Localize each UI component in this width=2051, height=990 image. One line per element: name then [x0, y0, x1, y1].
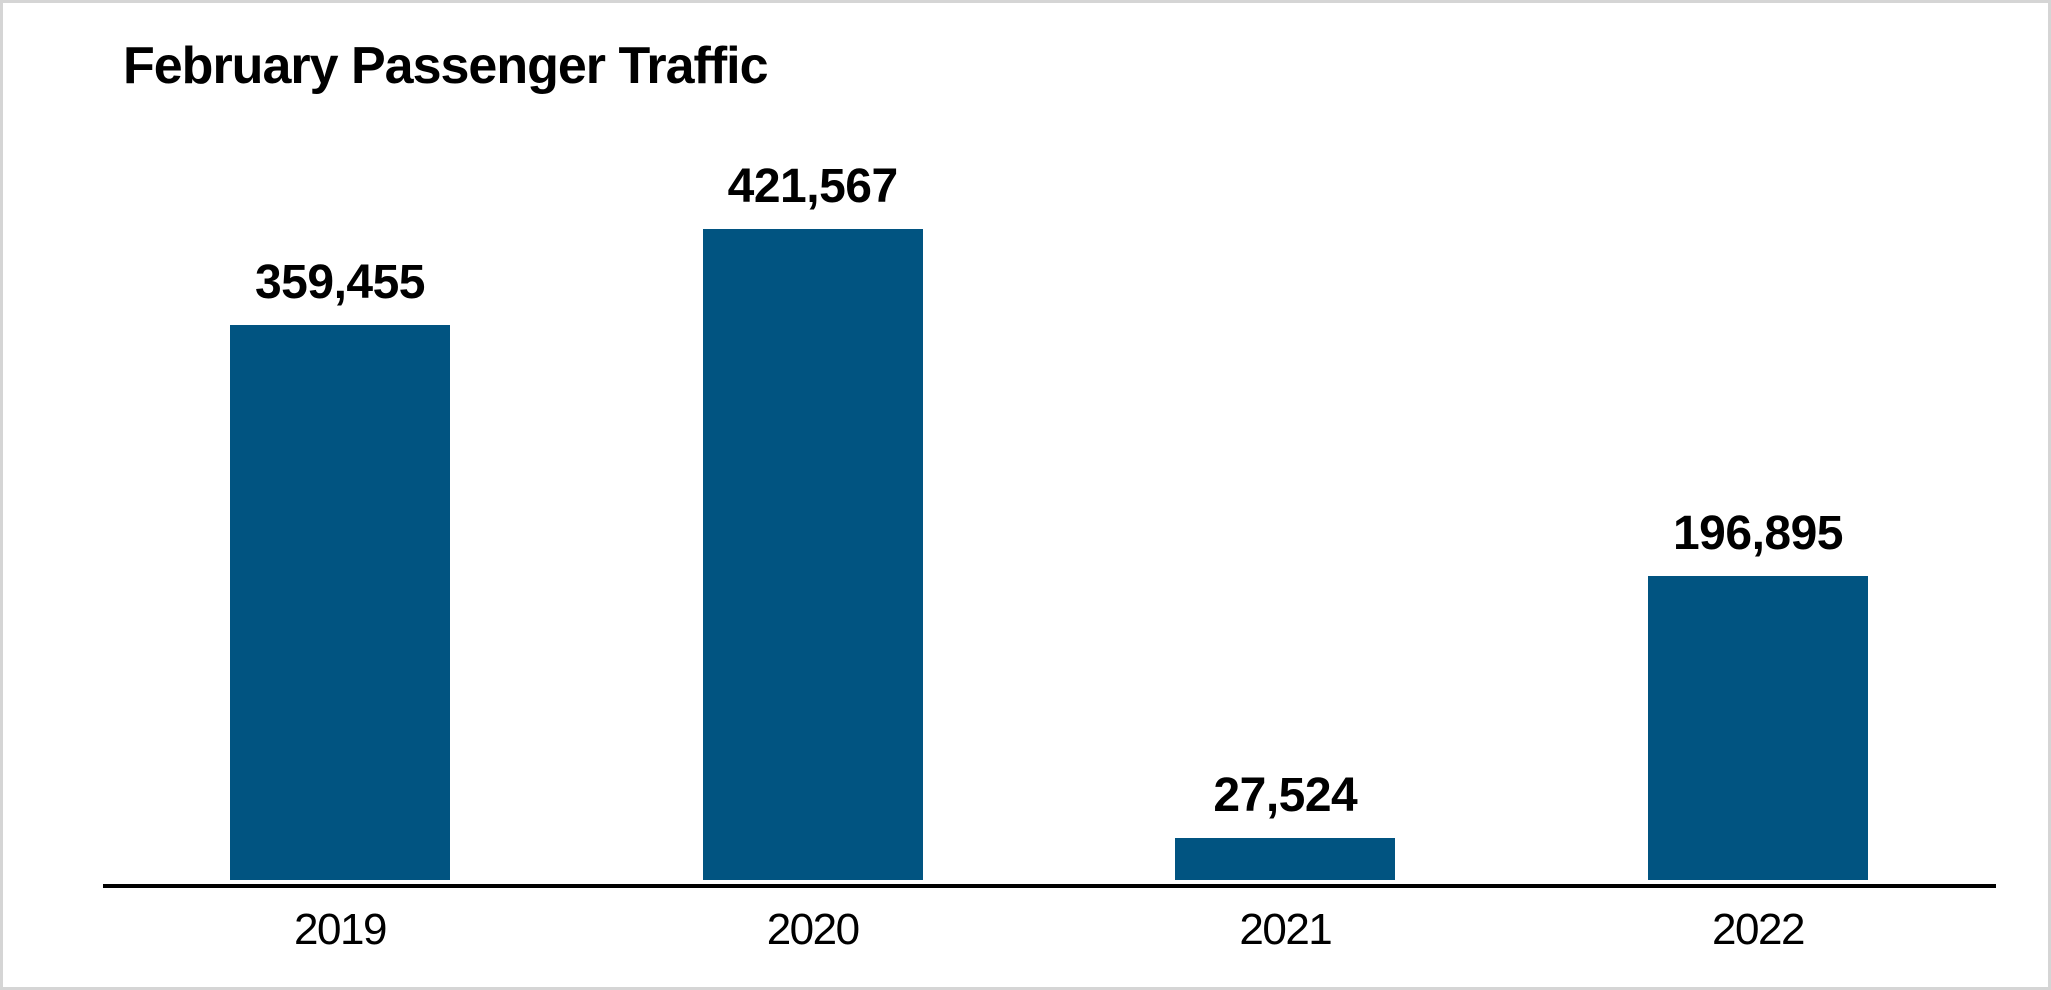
x-axis-line: [103, 884, 1996, 888]
bar-value-label: 196,895: [1672, 507, 1844, 560]
bar: [230, 325, 450, 880]
bar-value-label: 421,567: [727, 160, 899, 214]
plot-area: 359,455 2019 421,567 2020 27,524 2021 196,895 2…: [3, 3, 2048, 987]
x-axis-tick-label: 2019: [294, 905, 387, 954]
chart-title: February Passenger Traffic: [123, 37, 769, 95]
bar: [1175, 837, 1396, 880]
bar-value-label: 359,455: [254, 256, 426, 309]
bar: [702, 229, 923, 880]
bar-value-label: 27,524: [1213, 768, 1358, 822]
x-axis-tick-label: 2021: [1239, 905, 1332, 954]
bar: [1648, 576, 1868, 880]
x-axis-tick-label: 2022: [1712, 905, 1805, 954]
x-axis-tick-label: 2020: [766, 905, 860, 954]
